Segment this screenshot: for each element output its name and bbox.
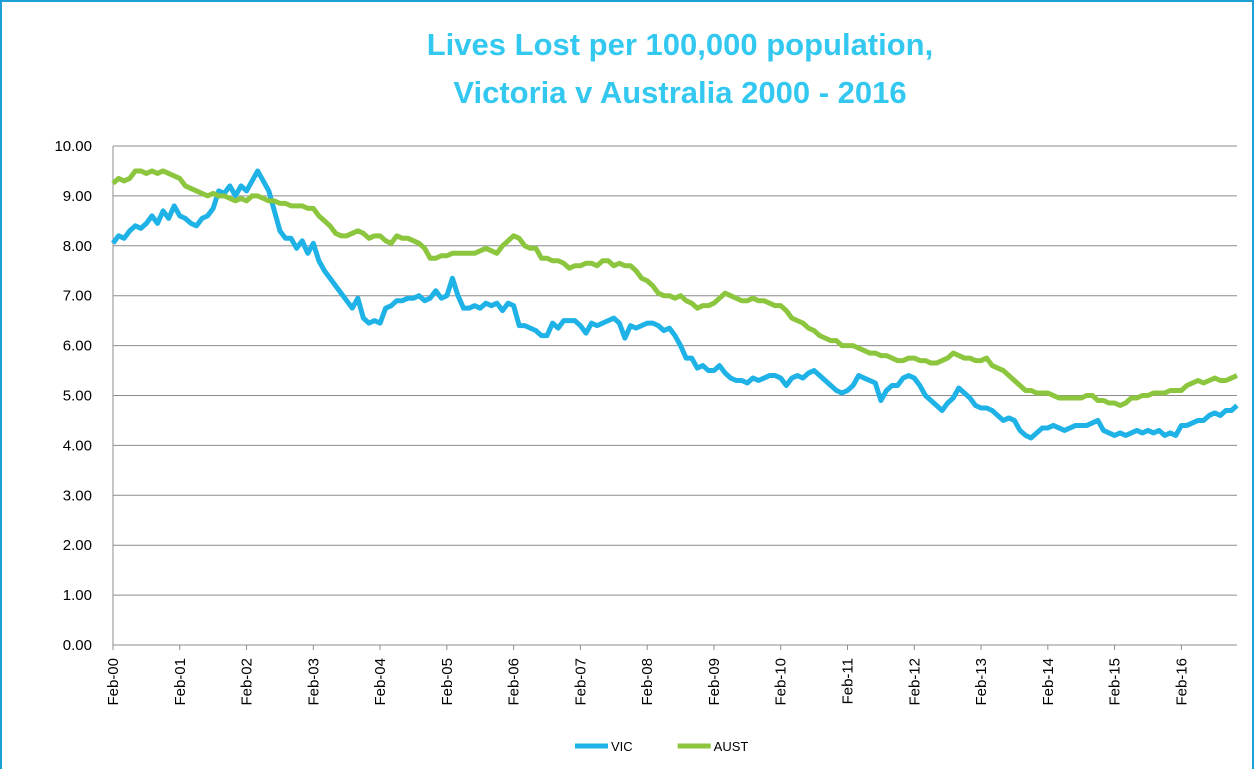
y-tick-label: 7.00 <box>63 288 92 305</box>
x-tick-label: Feb-10 <box>773 658 790 706</box>
y-tick-label: 1.00 <box>63 587 92 604</box>
y-tick-label: 6.00 <box>63 338 92 355</box>
x-tick-label: Feb-00 <box>105 658 122 706</box>
chart-title: Victoria v Australia 2000 - 2016 <box>453 75 906 110</box>
x-tick-label: Feb-14 <box>1040 658 1057 706</box>
chart-title: Lives Lost per 100,000 population, <box>427 27 933 62</box>
series-line <box>110 168 1239 441</box>
y-tick-label: 5.00 <box>63 388 92 405</box>
x-tick-label: Feb-09 <box>706 658 723 706</box>
legend-label: AUST <box>714 739 749 754</box>
x-tick-label: Feb-16 <box>1173 658 1190 706</box>
legend-label: VIC <box>611 739 633 754</box>
y-tick-label: 0.00 <box>63 637 92 654</box>
x-tick-label: Feb-11 <box>839 658 856 704</box>
y-tick-label: 2.00 <box>63 537 92 554</box>
x-tick-label: Feb-01 <box>172 658 189 706</box>
x-tick-label: Feb-08 <box>639 658 656 706</box>
x-tick-label: Feb-04 <box>372 658 389 706</box>
x-tick-label: Feb-02 <box>239 658 256 706</box>
series-line <box>111 168 1239 408</box>
x-tick-label: Feb-13 <box>973 658 990 706</box>
x-tick-label: Feb-12 <box>906 658 923 706</box>
x-tick-label: Feb-05 <box>439 658 456 706</box>
x-tick-label: Feb-07 <box>572 658 589 706</box>
y-tick-label: 9.00 <box>63 188 92 205</box>
y-tick-label: 10.00 <box>54 138 92 155</box>
y-tick-label: 4.00 <box>63 437 92 454</box>
y-tick-label: 3.00 <box>63 487 92 504</box>
x-tick-label: Feb-15 <box>1107 658 1124 706</box>
x-tick-label: Feb-03 <box>305 658 322 706</box>
y-tick-label: 8.00 <box>63 238 92 255</box>
x-tick-label: Feb-06 <box>506 658 523 706</box>
